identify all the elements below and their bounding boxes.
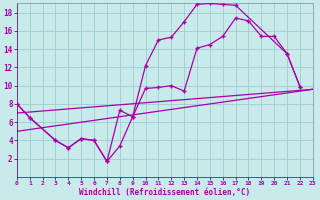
X-axis label: Windchill (Refroidissement éolien,°C): Windchill (Refroidissement éolien,°C) xyxy=(79,188,250,197)
